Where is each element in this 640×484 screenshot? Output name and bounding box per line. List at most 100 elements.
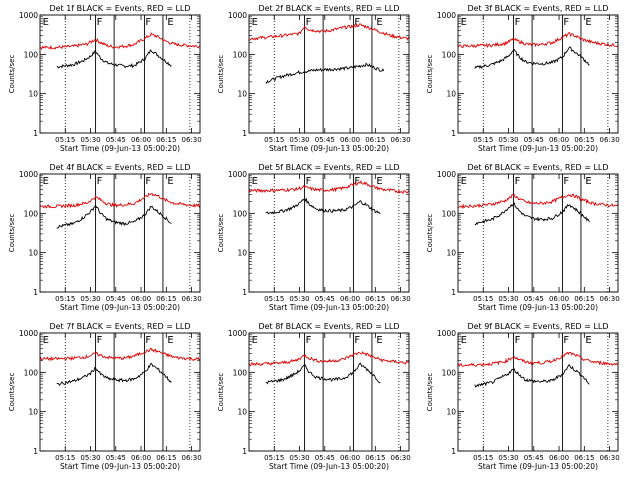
y-tick-label: 100 xyxy=(442,50,457,59)
interval-marker: F xyxy=(354,176,360,187)
panel-2: Det 2f BLACK = Events, RED = LLD 1 10 100 10… xyxy=(217,4,411,153)
panel-title: Det 2f BLACK = Events, RED = LLD xyxy=(258,4,399,13)
y-tick-label: 10 xyxy=(28,408,38,417)
y-tick-label: 1000 xyxy=(228,170,247,179)
panel-9: Det 9f BLACK = Events, RED = LLD 1 10 100 10… xyxy=(426,322,620,471)
lld-series xyxy=(39,192,201,209)
x-tick-label: 06:30 xyxy=(181,136,201,144)
events-series xyxy=(56,49,172,69)
y-tick-label: 1000 xyxy=(437,170,456,179)
x-tick-label: 06:00 xyxy=(549,454,569,462)
y-tick-label: 100 xyxy=(442,209,457,218)
events-series xyxy=(56,362,172,386)
x-tick-label: 06:15 xyxy=(365,295,385,303)
y-axis-label: Counts/sec xyxy=(8,373,16,412)
interval-marker: E xyxy=(376,176,382,187)
y-tick-label: 10 xyxy=(237,249,247,258)
x-tick-label: 05:45 xyxy=(524,454,544,462)
x-tick-label: 05:15 xyxy=(55,295,75,303)
plot-frame xyxy=(248,332,410,452)
y-tick-label: 10 xyxy=(28,90,38,99)
y-axis-label: Counts/sec xyxy=(426,373,434,412)
y-axis-label: Counts/sec xyxy=(8,55,16,94)
y-tick-label: 1 xyxy=(451,447,456,456)
events-series xyxy=(474,202,590,226)
x-tick-label: 05:45 xyxy=(524,295,544,303)
y-tick-label: 1000 xyxy=(228,11,247,20)
x-tick-label: 06:15 xyxy=(365,454,385,462)
x-axis-label: Start Time (09-Jun-13 05:00:20) xyxy=(60,462,180,471)
x-tick-label: 06:00 xyxy=(549,136,569,144)
x-tick-label: 06:00 xyxy=(340,136,360,144)
interval-marker: E xyxy=(376,17,382,28)
interval-marker: F xyxy=(145,17,151,28)
x-tick-label: 06:30 xyxy=(390,295,410,303)
y-tick-label: 100 xyxy=(233,209,248,218)
plot-frame xyxy=(457,173,619,293)
x-tick-label: 05:45 xyxy=(315,136,335,144)
interval-marker: E xyxy=(461,335,467,346)
panel-title: Det 4f BLACK = Events, RED = LLD xyxy=(49,163,190,172)
x-tick-label: 06:00 xyxy=(131,454,151,462)
x-tick-label: 06:30 xyxy=(390,454,410,462)
y-tick-label: 100 xyxy=(24,50,39,59)
y-axis-label: Counts/sec xyxy=(8,214,16,253)
lld-series xyxy=(457,31,619,49)
x-tick-label: 05:45 xyxy=(106,295,126,303)
panel-title: Det 9f BLACK = Events, RED = LLD xyxy=(467,322,608,331)
interval-marker: E xyxy=(585,335,591,346)
x-tick-label: 05:30 xyxy=(80,136,100,144)
y-tick-label: 1 xyxy=(33,129,38,138)
x-tick-label: 06:15 xyxy=(156,454,176,462)
events-series xyxy=(56,203,172,229)
x-tick-label: 05:30 xyxy=(498,136,518,144)
x-tick-label: 06:00 xyxy=(340,454,360,462)
x-tick-label: 05:30 xyxy=(498,454,518,462)
interval-marker: E xyxy=(461,176,467,187)
interval-marker: E xyxy=(252,176,258,187)
x-tick-label: 06:00 xyxy=(131,136,151,144)
interval-marker: E xyxy=(585,176,591,187)
plot-frame xyxy=(457,14,619,134)
lld-series xyxy=(39,347,201,362)
x-tick-label: 05:30 xyxy=(498,295,518,303)
y-tick-label: 10 xyxy=(28,249,38,258)
y-tick-label: 1000 xyxy=(19,11,38,20)
x-tick-label: 05:30 xyxy=(80,295,100,303)
lld-series xyxy=(457,351,619,368)
y-tick-label: 1 xyxy=(33,288,38,297)
x-tick-label: 06:30 xyxy=(181,295,201,303)
y-tick-label: 100 xyxy=(233,50,248,59)
x-axis-label: Start Time (09-Jun-13 05:00:20) xyxy=(60,303,180,312)
interval-marker: F xyxy=(306,17,312,28)
interval-marker: E xyxy=(252,17,258,28)
panel-title: Det 7f BLACK = Events, RED = LLD xyxy=(49,322,190,331)
interval-marker: F xyxy=(515,176,521,187)
y-tick-label: 10 xyxy=(446,249,456,258)
y-tick-label: 1000 xyxy=(19,170,38,179)
x-axis-label: Start Time (09-Jun-13 05:00:20) xyxy=(269,303,389,312)
x-tick-label: 05:30 xyxy=(289,136,309,144)
y-axis-label: Counts/sec xyxy=(217,214,225,253)
y-tick-label: 1 xyxy=(242,447,247,456)
x-tick-label: 05:15 xyxy=(264,454,284,462)
x-tick-label: 06:30 xyxy=(599,454,619,462)
x-axis-label: Start Time (09-Jun-13 05:00:20) xyxy=(478,462,598,471)
panel-title: Det 3f BLACK = Events, RED = LLD xyxy=(467,4,608,13)
interval-marker: F xyxy=(563,335,569,346)
events-series xyxy=(265,197,381,215)
y-tick-label: 10 xyxy=(237,408,247,417)
y-axis-label: Counts/sec xyxy=(426,214,434,253)
x-tick-label: 05:45 xyxy=(106,136,126,144)
interval-marker: E xyxy=(43,17,49,28)
y-tick-label: 100 xyxy=(24,209,39,218)
panel-8: Det 8f BLACK = Events, RED = LLD 1 10 100 10… xyxy=(217,322,411,471)
interval-marker: F xyxy=(145,176,151,187)
plot-frame xyxy=(39,332,201,452)
x-tick-label: 06:30 xyxy=(390,136,410,144)
y-tick-label: 10 xyxy=(446,90,456,99)
panel-3: Det 3f BLACK = Events, RED = LLD 1 10 100 10… xyxy=(426,4,620,153)
events-series xyxy=(474,46,590,70)
lld-series xyxy=(248,179,410,194)
